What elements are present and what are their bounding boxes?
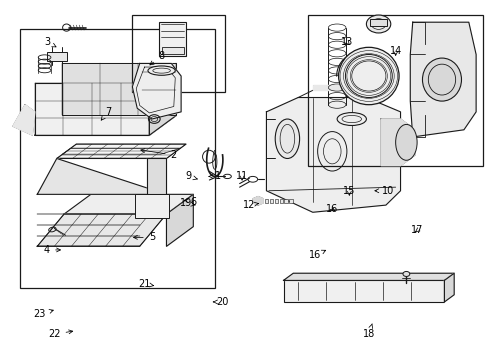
Text: 22: 22 <box>48 329 73 339</box>
Text: 16: 16 <box>325 204 338 214</box>
Text: 10: 10 <box>374 186 394 196</box>
Text: 18: 18 <box>362 324 374 339</box>
Polygon shape <box>13 105 35 135</box>
Polygon shape <box>61 63 176 116</box>
Text: 19: 19 <box>180 198 195 208</box>
Bar <box>283 280 444 302</box>
Bar <box>47 51 66 60</box>
Polygon shape <box>147 158 166 194</box>
Text: 1: 1 <box>208 171 220 181</box>
Text: 2: 2 <box>141 149 177 160</box>
Text: 7: 7 <box>101 107 111 120</box>
Bar <box>20 30 215 288</box>
Ellipse shape <box>336 113 366 126</box>
Polygon shape <box>132 63 181 119</box>
Bar <box>159 22 185 56</box>
Ellipse shape <box>402 271 409 276</box>
Text: 17: 17 <box>410 225 423 235</box>
Text: 12: 12 <box>243 200 258 210</box>
Text: 14: 14 <box>389 46 401 56</box>
Bar <box>264 199 268 203</box>
Polygon shape <box>149 63 176 135</box>
Polygon shape <box>444 273 453 302</box>
Ellipse shape <box>395 125 416 160</box>
Bar <box>279 199 283 203</box>
Polygon shape <box>57 144 185 158</box>
Text: 21: 21 <box>138 279 153 289</box>
Text: 23: 23 <box>34 310 53 319</box>
Bar <box>307 15 483 166</box>
Ellipse shape <box>422 58 461 101</box>
Text: 8: 8 <box>150 51 164 65</box>
Polygon shape <box>35 83 149 135</box>
Text: 6: 6 <box>184 197 196 207</box>
Text: 9: 9 <box>185 171 197 181</box>
Bar <box>132 15 224 92</box>
Ellipse shape <box>338 47 398 105</box>
Ellipse shape <box>366 15 390 33</box>
Text: 16: 16 <box>308 250 325 260</box>
Text: 3: 3 <box>44 37 56 47</box>
Bar <box>289 199 292 203</box>
Bar <box>284 199 287 203</box>
Bar <box>369 19 386 26</box>
Polygon shape <box>37 214 166 246</box>
Polygon shape <box>380 119 414 166</box>
Text: 20: 20 <box>213 297 228 307</box>
Polygon shape <box>35 116 176 135</box>
Text: 15: 15 <box>343 186 355 196</box>
Text: 5: 5 <box>133 232 155 242</box>
Polygon shape <box>253 197 263 205</box>
Polygon shape <box>409 22 475 137</box>
Bar <box>274 199 278 203</box>
Ellipse shape <box>275 119 299 158</box>
Ellipse shape <box>148 66 175 75</box>
Bar <box>269 199 273 203</box>
Text: 13: 13 <box>340 37 352 47</box>
Polygon shape <box>266 98 400 212</box>
Polygon shape <box>283 273 453 280</box>
Text: 4: 4 <box>44 245 61 255</box>
Text: 11: 11 <box>235 171 248 181</box>
Polygon shape <box>64 194 193 214</box>
Bar <box>135 194 168 218</box>
Polygon shape <box>312 85 351 90</box>
Polygon shape <box>166 194 193 246</box>
Bar <box>161 47 183 54</box>
Polygon shape <box>37 158 166 194</box>
